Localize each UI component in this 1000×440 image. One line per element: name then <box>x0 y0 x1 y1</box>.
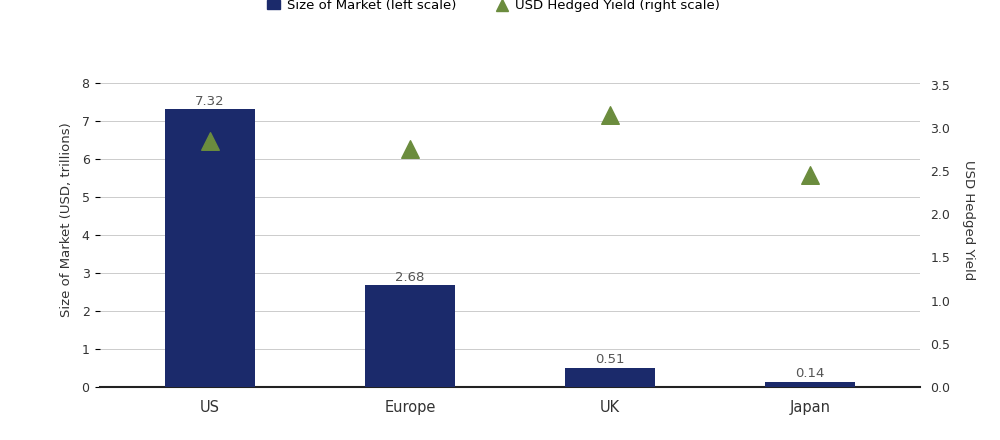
Point <box>602 111 618 118</box>
Y-axis label: USD Hedged Yield: USD Hedged Yield <box>962 160 975 280</box>
Bar <box>765 382 855 387</box>
Point <box>202 137 218 144</box>
Text: 7.32: 7.32 <box>195 95 225 107</box>
Bar <box>165 109 255 387</box>
Y-axis label: Size of Market (USD, trillions): Size of Market (USD, trillions) <box>60 123 73 317</box>
Bar <box>365 286 455 387</box>
Text: 0.51: 0.51 <box>595 353 625 366</box>
Text: 0.14: 0.14 <box>795 367 825 380</box>
Point <box>802 172 818 179</box>
Legend: Size of Market (left scale), USD Hedged Yield (right scale): Size of Market (left scale), USD Hedged … <box>267 0 720 12</box>
Text: 2.68: 2.68 <box>395 271 425 284</box>
Bar <box>565 368 655 387</box>
Point <box>402 146 418 153</box>
